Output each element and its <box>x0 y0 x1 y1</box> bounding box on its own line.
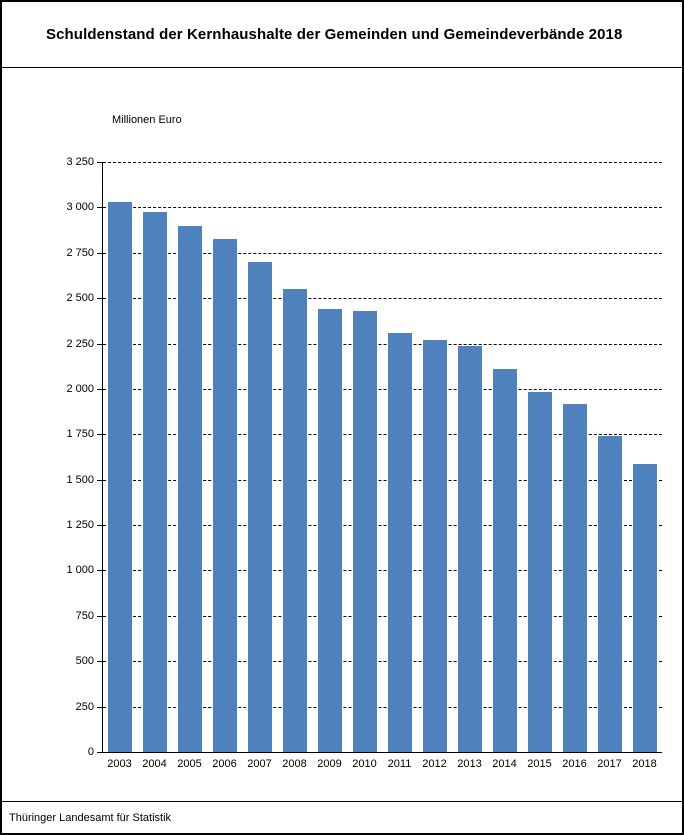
y-axis-tick-label: 3 250 <box>66 156 94 168</box>
bar-2008 <box>283 289 308 752</box>
y-axis-tick-label: 500 <box>75 655 94 668</box>
bar-slot <box>522 162 557 752</box>
chart-title: Schuldenstand der Kernhaushalte der Geme… <box>2 2 682 68</box>
bar-slot <box>627 162 662 752</box>
bar-2010 <box>353 310 378 752</box>
x-axis-tick-label: 2011 <box>387 758 412 770</box>
bar-slot <box>487 162 522 752</box>
y-axis-tick <box>97 162 103 163</box>
bar-2005 <box>178 225 203 752</box>
bar-slot <box>452 162 487 752</box>
y-axis-tick <box>97 252 103 254</box>
bar-2006 <box>213 239 238 752</box>
y-axis-tick <box>97 706 103 708</box>
y-axis-labels: 0 250 500 750 1 000 1 250 1 500 1 750 2 000 2 250… <box>2 156 94 758</box>
source-footer: Thüringer Landesamt für Statistik <box>2 801 682 833</box>
bar-2004 <box>143 211 168 752</box>
bar-2003 <box>108 201 133 752</box>
y-axis-tick <box>97 434 103 436</box>
y-axis-tick <box>97 752 103 753</box>
y-axis-tick <box>97 343 103 345</box>
bars-group <box>103 162 662 752</box>
x-axis-tick-label: 2006 <box>212 758 237 770</box>
x-axis-tick-label: 2008 <box>282 758 307 770</box>
y-axis-tick <box>97 207 103 209</box>
gridline <box>103 298 662 300</box>
y-axis-tick-label: 2 250 <box>66 337 94 350</box>
bar-2017 <box>597 436 622 752</box>
bar-2007 <box>248 261 273 752</box>
bar-slot <box>278 162 313 752</box>
y-axis-tick <box>97 661 103 663</box>
gridline <box>103 252 662 254</box>
y-axis-tick-label: 1 750 <box>66 428 94 441</box>
gridline <box>103 615 662 617</box>
bar-slot <box>383 162 418 752</box>
x-axis-tick-label: 2010 <box>352 758 377 770</box>
gridline <box>103 343 662 345</box>
gridline <box>103 162 662 163</box>
plot-area <box>97 162 662 753</box>
x-axis-tick-label: 2012 <box>422 758 447 770</box>
gridline <box>103 207 662 209</box>
gridline <box>103 525 662 527</box>
bar-slot <box>173 162 208 752</box>
x-axis-tick-label: 2018 <box>632 758 657 770</box>
y-axis-tick-label: 1 250 <box>66 519 94 532</box>
y-axis-tick <box>97 525 103 527</box>
x-axis-tick-label: 2005 <box>177 758 202 770</box>
gridline <box>103 479 662 481</box>
gridline <box>103 434 662 436</box>
y-axis-tick-label: 2 000 <box>66 382 94 395</box>
gridline <box>103 661 662 663</box>
bar-2016 <box>562 404 587 752</box>
y-axis-tick-label: 2 500 <box>66 292 94 305</box>
x-axis-tick-label: 2004 <box>142 758 167 770</box>
x-axis-tick-label: 2014 <box>492 758 517 770</box>
y-axis-tick-label: 0 <box>87 746 94 758</box>
bar-slot <box>313 162 348 752</box>
bar-2013 <box>457 346 482 752</box>
x-axis-tick-label: 2016 <box>562 758 587 770</box>
y-axis-tick <box>97 298 103 300</box>
x-axis-tick-label: 2007 <box>247 758 272 770</box>
bar-2018 <box>632 464 657 752</box>
bar-slot <box>243 162 278 752</box>
x-axis-tick-label: 2017 <box>597 758 622 770</box>
x-axis-tick-label: 2003 <box>107 758 132 770</box>
y-axis-tick <box>97 388 103 390</box>
y-axis-tick-label: 750 <box>75 609 94 622</box>
gridline <box>103 388 662 390</box>
bar-slot <box>417 162 452 752</box>
y-axis-tick <box>97 479 103 481</box>
x-axis-labels: 2003 2004 2005 2006 2007 2008 2009 2010 2011 2012… <box>102 758 662 770</box>
y-axis-tick-label: 1 500 <box>66 473 94 486</box>
bar-2011 <box>387 332 412 752</box>
y-axis-unit-label: Millionen Euro <box>112 114 182 126</box>
x-axis-tick-label: 2009 <box>317 758 342 770</box>
bar-2009 <box>318 309 343 752</box>
x-axis-tick-label: 2015 <box>527 758 552 770</box>
y-axis-tick-label: 3 000 <box>66 201 94 214</box>
bar-slot <box>103 162 138 752</box>
bar-slot <box>208 162 243 752</box>
y-axis-tick-label: 1 000 <box>66 564 94 577</box>
bar-2015 <box>527 391 552 752</box>
y-axis-tick-label: 2 750 <box>66 246 94 259</box>
bar-2012 <box>422 339 447 752</box>
gridline <box>103 570 662 572</box>
y-axis-tick <box>97 615 103 617</box>
gridline <box>103 706 662 708</box>
y-axis-tick <box>97 570 103 572</box>
bar-2014 <box>492 368 517 752</box>
x-axis-tick-label: 2013 <box>457 758 482 770</box>
y-axis-tick-label: 250 <box>75 700 94 713</box>
bar-slot <box>138 162 173 752</box>
bar-slot <box>348 162 383 752</box>
bar-slot <box>592 162 627 752</box>
bar-slot <box>557 162 592 752</box>
